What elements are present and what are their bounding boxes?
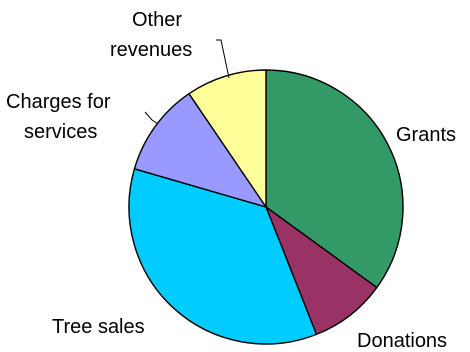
pie-slice-charges-for-services — [133, 92, 267, 208]
slice-label-tree-sales: Tree sales — [52, 316, 145, 338]
slice-label-grants: Grants — [396, 124, 456, 146]
slice-label-charges-for-services: Charges for services — [6, 91, 116, 143]
pie-slice-tree-sales — [128, 168, 318, 345]
pie-slice-grants — [265, 69, 404, 289]
label-leader-lines — [144, 39, 230, 125]
slice-label-donations: Donations — [357, 330, 447, 352]
slice-label-other-line-2: revenues — [110, 39, 192, 61]
slice-label-charges-line-2: services — [24, 121, 97, 143]
slice-label-other-line-1: Other — [132, 9, 182, 31]
leader-line-charges-for-services — [144, 111, 159, 125]
pie-slices — [128, 69, 404, 345]
pie-slice-other-revenues — [188, 69, 267, 208]
slice-label-other-revenues: Other revenues — [110, 9, 192, 61]
leader-line-other-revenues — [216, 39, 230, 79]
slice-label-charges-line-1: Charges for — [6, 91, 111, 113]
slice-labels: Grants Donations Tree sales Charges for … — [6, 9, 456, 352]
